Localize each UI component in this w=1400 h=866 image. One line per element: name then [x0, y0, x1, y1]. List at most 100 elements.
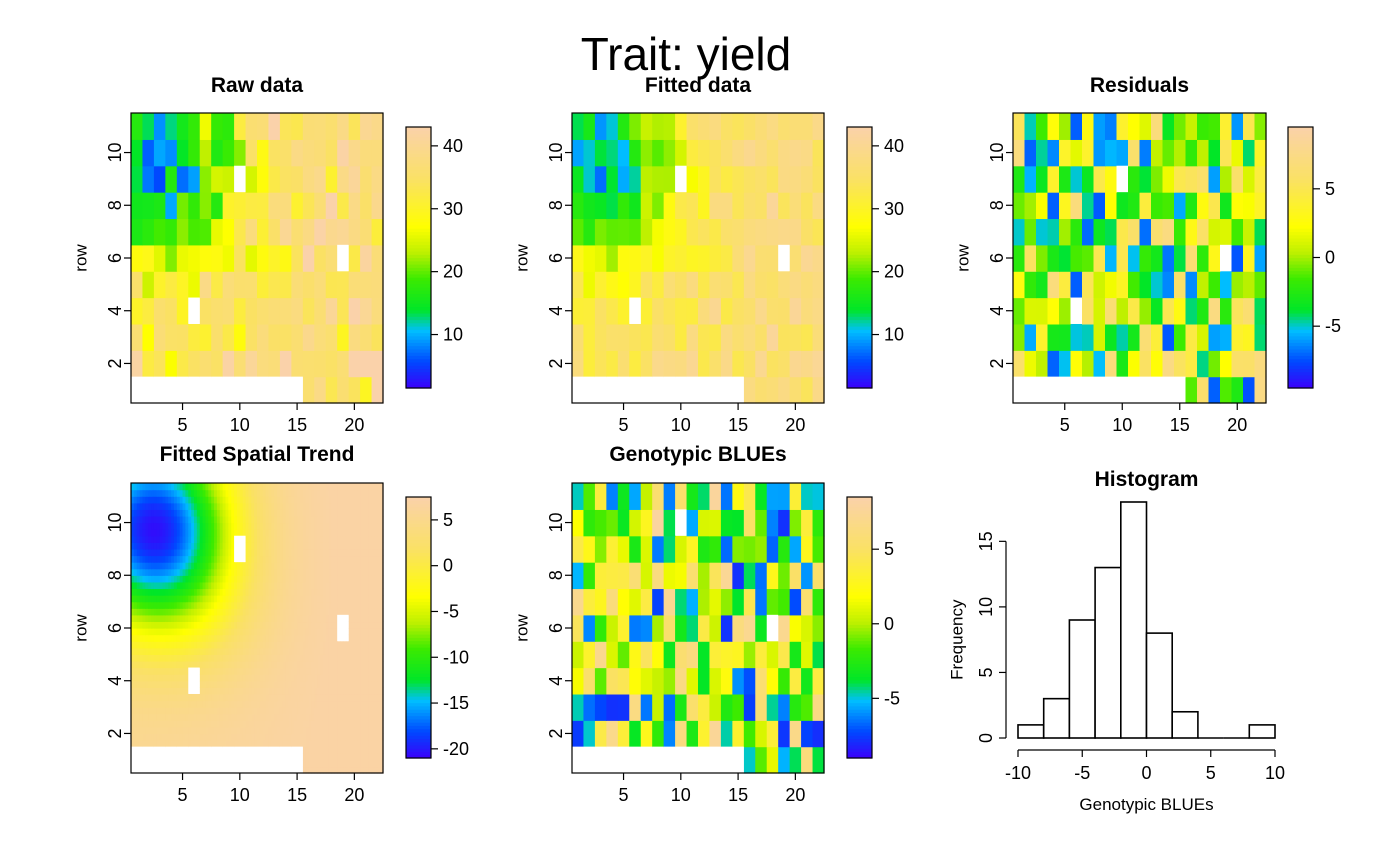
heatmap-subcell: [357, 759, 361, 768]
heatmap-subcell: [236, 568, 241, 576]
heatmap-subcell: [211, 588, 215, 596]
heatmap-subcell: [288, 529, 292, 537]
heatmap-subcell: [311, 680, 315, 688]
heatmap-subcell: [165, 555, 169, 563]
heatmap-subcell: [191, 515, 195, 524]
heatmap-subcell: [162, 515, 166, 524]
heatmap-cell: [1116, 244, 1129, 272]
heatmap-subcell: [342, 601, 347, 609]
heatmap-subcell: [242, 562, 247, 570]
heatmap-subcell: [345, 548, 350, 557]
heatmap-subcell: [245, 555, 250, 563]
heatmap-subcell: [360, 555, 364, 563]
heatmap-subcell: [322, 680, 327, 688]
heatmap-subcell: [299, 654, 304, 662]
heatmap-subcell: [365, 608, 370, 616]
heatmap-subcell: [320, 628, 324, 636]
heatmap-subcell: [282, 515, 287, 524]
heatmap-subcell: [305, 601, 310, 609]
heatmap-subcell: [362, 720, 367, 728]
heatmap-subcell: [305, 660, 310, 669]
colorbar: -505: [1287, 126, 1341, 389]
heatmap-subcell: [248, 568, 252, 576]
heatmap-cell: [789, 720, 802, 748]
heatmap-cell: [1139, 350, 1152, 378]
heatmap-subcell: [205, 608, 209, 616]
heatmap-subcell: [159, 496, 164, 504]
heatmap-cell: [291, 139, 304, 167]
heatmap-subcell: [271, 608, 275, 616]
heatmap-cell: [1128, 192, 1141, 220]
heatmap-cell: [732, 535, 745, 563]
heatmap-subcell: [348, 660, 353, 669]
heatmap-subcell: [297, 641, 301, 649]
colorbar-band: [406, 620, 431, 625]
heatmap-subcell: [222, 687, 227, 695]
heatmap-cell: [1162, 323, 1175, 351]
heatmap-subcell: [325, 588, 330, 596]
heatmap-cell: [325, 376, 338, 404]
heatmap-subcell: [374, 575, 378, 583]
heatmap-cell: [176, 192, 189, 220]
heatmap-subcell: [168, 647, 172, 655]
heatmap-subcell: [225, 588, 229, 596]
heatmap-subcell: [317, 766, 321, 774]
heatmap-cell: [348, 139, 361, 167]
heatmap-subcell: [214, 522, 218, 530]
heatmap-subcell: [133, 542, 138, 550]
heatmap-subcell: [268, 581, 272, 590]
heatmap-cell: [629, 218, 642, 246]
heatmap-subcell: [291, 680, 295, 688]
heatmap-subcell: [279, 601, 284, 609]
colorbar-band: [406, 352, 431, 356]
heatmap-subcell: [262, 483, 267, 491]
colorbar-band: [1288, 365, 1313, 370]
heatmap-subcell: [219, 647, 224, 655]
heatmap-cell: [812, 192, 825, 220]
heatmap-subcell: [277, 529, 281, 537]
heatmap-subcell: [314, 746, 318, 754]
heatmap-subcell: [342, 483, 347, 491]
heatmap-subcell: [360, 733, 364, 741]
heatmap-subcell: [205, 667, 209, 675]
heatmap-subcell: [168, 601, 172, 609]
heatmap-subcell: [179, 726, 184, 735]
heatmap-subcell: [151, 614, 155, 623]
heatmap-subcell: [156, 726, 161, 735]
heatmap-subcell: [311, 766, 315, 774]
heatmap-subcell: [176, 707, 181, 715]
heatmap-subcell: [345, 733, 350, 741]
heatmap-subcell: [288, 680, 292, 688]
heatmap-subcell: [325, 667, 330, 675]
heatmap-cell: [572, 165, 585, 193]
heatmap-subcell: [259, 581, 264, 590]
heatmap-subcell: [377, 601, 381, 609]
heatmap-cell: [165, 323, 178, 351]
heatmap-missing-cell: [1174, 376, 1186, 403]
heatmap-cell: [675, 192, 688, 220]
heatmap-subcell: [320, 483, 324, 491]
heatmap-cell: [606, 244, 619, 272]
heatmap-subcell: [328, 483, 333, 491]
colorbar-band: [406, 345, 431, 350]
heatmap-missing-cell: [234, 746, 246, 773]
colorbar-tick-label: -5: [1325, 316, 1341, 336]
colorbar-band: [406, 202, 431, 206]
heatmap-cell: [348, 297, 361, 325]
heatmap-subcell: [194, 496, 198, 504]
heatmap-cell: [1082, 297, 1095, 325]
heatmap-subcell: [182, 522, 187, 530]
heatmap-subcell: [311, 548, 315, 557]
colorbar-band: [847, 221, 872, 226]
heatmap-subcell: [282, 687, 287, 695]
heatmap-subcell: [251, 555, 255, 563]
heatmap-cell: [583, 271, 596, 299]
heatmap-subcell: [251, 515, 255, 524]
heatmap-subcell: [377, 489, 381, 497]
heatmap-subcell: [357, 515, 361, 524]
heatmap-subcell: [285, 726, 290, 735]
heatmap-subcell: [328, 621, 333, 629]
colorbar-band: [1288, 175, 1313, 180]
heatmap-subcell: [337, 667, 341, 675]
heatmap-subcell: [136, 483, 141, 491]
